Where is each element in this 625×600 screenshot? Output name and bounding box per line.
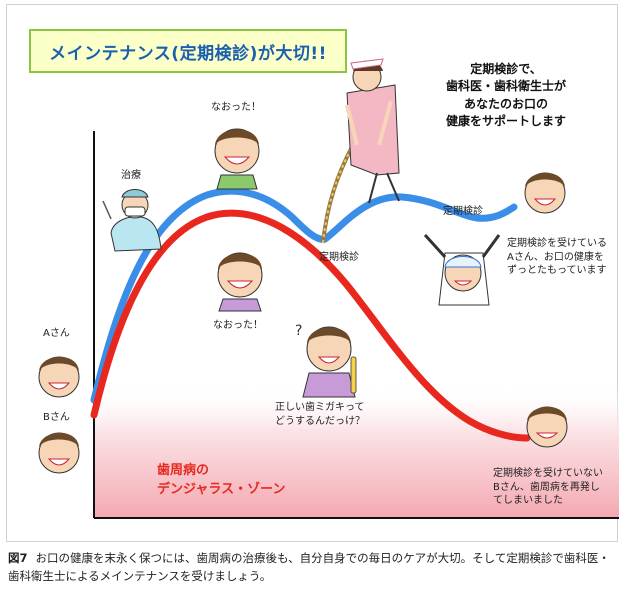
person-a-left-icon <box>38 356 80 398</box>
label-checkup-1: 定期検診 <box>319 252 359 263</box>
question-text: 正しい歯ミガキって どうするんだっけ？ <box>275 401 365 428</box>
label-cured-top: なおった！ <box>211 102 261 113</box>
hygienist-pulling-rope-icon <box>321 58 400 244</box>
person-a-cured-top-icon <box>214 128 260 190</box>
support-message-line: 定期検診で、 <box>470 62 542 76</box>
question-line: 正しい歯ミガキって <box>275 402 365 413</box>
title-text: メインテナンス(定期検診)が大切!! <box>49 43 327 64</box>
person-b-note-line: Bさん、歯周病を再発し <box>493 481 600 493</box>
label-checkup-2: 定期検診 <box>443 206 483 217</box>
person-a-right-icon <box>524 172 566 214</box>
person-a-note-line: Aさん、お口の健康を <box>507 251 604 263</box>
caption-text: お口の健康を末永く保つには、歯周病の治療後も、自分自身での毎日のケアが大切。そし… <box>8 551 610 583</box>
person-a-note: 定期検診を受けている Aさん、お口の健康を ずっとたもっています <box>507 237 607 278</box>
support-message-line: あなたのお口の <box>463 96 548 111</box>
dentist-treatment-icon <box>102 189 162 252</box>
person-b-note-line: てしまいました <box>493 495 563 506</box>
cheering-person-icon <box>423 233 501 306</box>
person-b-right-icon <box>526 406 568 448</box>
support-message-line: 健康をサポートします <box>445 114 566 129</box>
support-message-line: 歯科医・歯科衛生士が <box>445 79 566 94</box>
person-a-note-line: ずっとたもっています <box>507 265 607 276</box>
danger-zone-label: 歯周病の デンジャラス・ゾーン <box>157 462 285 500</box>
label-cured-mid: なおった！ <box>213 320 263 331</box>
danger-zone-line: デンジャラス・ゾーン <box>157 481 286 497</box>
blue-curve-person-a <box>90 187 518 404</box>
person-b-toothbrush-icon: ? <box>295 323 357 398</box>
svg-text:?: ? <box>295 323 302 339</box>
person-a-note-line: 定期検診を受けている <box>507 238 607 249</box>
label-person-a: Aさん <box>43 328 70 339</box>
figure-caption: 図7 お口の健康を末永く保つには、歯周病の治療後も、自分自身での毎日のケアが大切。… <box>8 550 620 586</box>
question-line: どうするんだっけ？ <box>275 415 365 427</box>
label-treatment: 治療 <box>121 170 141 181</box>
caption-number: 図7 <box>8 551 28 565</box>
danger-zone-line: 歯周病の <box>157 463 210 478</box>
red-curve-person-b <box>90 209 531 442</box>
support-message: 定期検診で、 歯科医・歯科衛生士が あなたのお口の 健康をサポートします <box>411 61 601 131</box>
person-b-note: 定期検診を受けていない Bさん、歯周病を再発し てしまいました <box>493 467 603 508</box>
person-b-cured-mid-icon <box>217 252 263 312</box>
label-person-b: Bさん <box>43 412 70 423</box>
danger-zone-area <box>94 385 619 518</box>
title-box: メインテナンス(定期検診)が大切!! <box>29 29 347 73</box>
person-b-note-line: 定期検診を受けていない <box>493 468 603 479</box>
illustration-panel: ? <box>6 4 619 542</box>
person-b-left-icon <box>38 432 80 474</box>
health-curve-illustration: ? <box>38 58 619 519</box>
